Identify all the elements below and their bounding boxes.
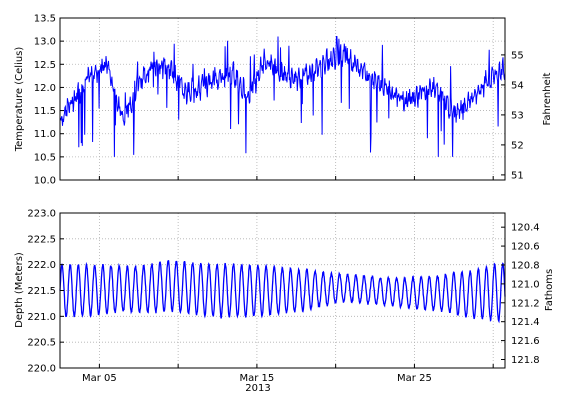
depth-chart: 220.0 220.5 221.0 221.5 222.0 222.5 223.0 120.… [14,209,555,395]
depth-ylabel: Depth (Meters) [14,252,25,328]
y-tick-label: 10.0 [34,176,56,187]
y-tick-label-right: 121.8 [511,355,540,366]
y-tick-label: 13.5 [34,14,56,25]
temperature-plot-frame [59,17,506,181]
temperature-ylabel: Temperature (Celius) [14,47,25,153]
fahrenheit-ylabel: Fahrenheit [542,72,553,125]
y-tick-label-right: 52 [511,140,524,151]
y-tick-label: 221.0 [27,312,56,323]
y-tick-label-right: 121.6 [511,336,540,347]
y-tick-label-right: 121.2 [511,298,540,309]
fathoms-right-ticks: 120.4 120.6 120.8 121.0 121.2 121.4 121.6 121.8 [501,223,540,366]
y-tick-label-right: 54 [511,80,524,91]
y-tick-label-right: 121.0 [511,279,540,290]
y-tick-label-right: 51 [511,170,524,181]
y-tick-label: 12.0 [34,83,56,94]
date-x-ticks: Mar 05 Mar 15 Mar 25 [82,364,494,384]
y-tick-label-right: 120.8 [511,260,540,271]
y-tick-label: 220.0 [27,364,56,375]
temperature-chart: 10.010.511.011.512.012.513.013.5 5152535… [14,14,553,187]
y-tick-label: 12.5 [34,60,56,71]
y-tick-label: 220.5 [27,338,56,349]
y-tick-label: 221.5 [27,286,56,297]
x-tick-label: Mar 15 [240,373,275,384]
y-tick-label-right: 53 [511,110,524,121]
y-tick-label: 13.0 [34,37,56,48]
y-tick-label-right: 120.4 [511,223,540,234]
y-tick-label-right: 55 [511,50,524,61]
y-tick-label: 11.0 [34,129,56,140]
depth-series [59,260,506,324]
y-tick-label-right: 121.4 [511,317,540,328]
temperature-left-ticks: 10.0 10.5 11.0 11.5 12.0 12.5 13.0 13.5 [34,14,64,187]
y-tick-label-right: 120.6 [511,242,540,253]
year-xlabel: 2013 [245,383,270,394]
x-tick-label: Mar 25 [397,373,432,384]
temperature-line [59,36,506,157]
fahrenheit-right-ticks: 51 52 53 54 55 [501,50,524,181]
y-tick-label: 222.0 [27,260,56,271]
y-tick-label: 10.5 [34,152,56,163]
y-tick-label: 11.5 [34,106,56,117]
depth-left-ticks: 220.0 220.5 221.0 221.5 222.0 222.5 223.0 [27,209,64,375]
y-tick-label: 223.0 [27,209,56,220]
depth-line [59,260,506,324]
temperature-series [59,36,506,157]
x-tick-label: Mar 05 [82,373,117,384]
y-tick-label: 222.5 [27,234,56,245]
fathoms-ylabel: Fathoms [544,269,555,311]
